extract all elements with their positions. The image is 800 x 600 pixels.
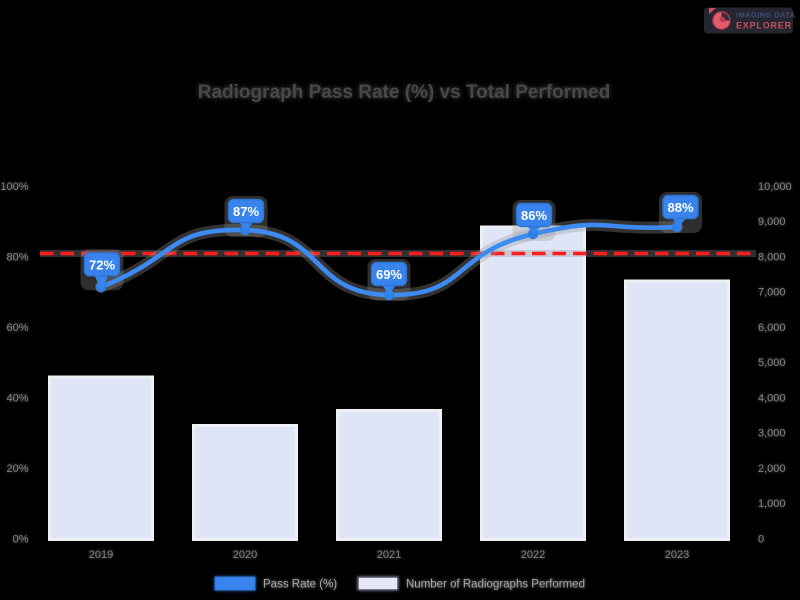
svg-text:40%: 40% [6,393,28,405]
svg-text:2,000: 2,000 [758,463,786,475]
svg-text:20%: 20% [6,463,28,475]
svg-text:87%: 87% [233,204,259,219]
svg-text:10,000: 10,000 [758,181,792,193]
svg-text:Number of Radiographs Performe: Number of Radiographs Performed [406,579,585,591]
svg-text:80%: 80% [6,252,28,264]
svg-text:3,000: 3,000 [758,428,786,440]
svg-text:80%: 80% [6,252,28,264]
svg-text:60%: 60% [6,322,28,334]
svg-text:2020: 2020 [233,549,257,561]
svg-text:88%: 88% [667,200,693,215]
svg-text:10,000: 10,000 [758,181,792,193]
svg-text:8,000: 8,000 [758,252,786,264]
svg-text:40%: 40% [6,393,28,405]
svg-text:20%: 20% [6,463,28,475]
svg-text:100%: 100% [0,181,28,193]
svg-text:IMAGING DATA: IMAGING DATA [736,11,796,20]
svg-text:Pass Rate (%): Pass Rate (%) [263,579,337,591]
svg-text:EXPLORER: EXPLORER [736,21,792,31]
svg-text:2022: 2022 [521,549,545,561]
svg-text:4,000: 4,000 [758,393,786,405]
svg-text:Radiograph Pass Rate (%) vs To: Radiograph Pass Rate (%) vs Total Perfor… [198,82,610,103]
svg-text:2022: 2022 [521,549,545,561]
svg-text:3,000: 3,000 [758,428,786,440]
svg-text:1,000: 1,000 [758,498,786,510]
svg-text:100%: 100% [0,181,28,193]
svg-text:9,000: 9,000 [758,216,786,228]
svg-text:2023: 2023 [665,549,689,561]
svg-text:0: 0 [758,534,764,546]
svg-text:60%: 60% [6,322,28,334]
svg-text:2021: 2021 [377,549,401,561]
svg-text:2023: 2023 [665,549,689,561]
svg-text:1,000: 1,000 [758,498,786,510]
svg-text:69%: 69% [376,267,402,282]
svg-text:7,000: 7,000 [758,287,786,299]
svg-text:6,000: 6,000 [758,322,786,334]
svg-text:5,000: 5,000 [758,357,786,369]
svg-text:0%: 0% [13,534,29,546]
svg-text:0: 0 [758,534,764,546]
svg-text:8,000: 8,000 [758,252,786,264]
svg-text:Radiograph Pass Rate (%) vs To: Radiograph Pass Rate (%) vs Total Perfor… [198,82,610,103]
svg-text:Pass Rate (%): Pass Rate (%) [263,579,337,591]
svg-text:Number of Radiographs Performe: Number of Radiographs Performed [406,579,585,591]
svg-text:5,000: 5,000 [758,357,786,369]
svg-text:86%: 86% [521,208,547,223]
svg-text:4,000: 4,000 [758,393,786,405]
svg-text:2020: 2020 [233,549,257,561]
svg-text:6,000: 6,000 [758,322,786,334]
svg-text:2019: 2019 [89,549,113,561]
svg-text:2,000: 2,000 [758,463,786,475]
svg-text:2021: 2021 [377,549,401,561]
svg-text:72%: 72% [89,257,115,272]
svg-text:9,000: 9,000 [758,216,786,228]
svg-text:0%: 0% [13,534,29,546]
svg-text:2019: 2019 [89,549,113,561]
svg-text:7,000: 7,000 [758,287,786,299]
